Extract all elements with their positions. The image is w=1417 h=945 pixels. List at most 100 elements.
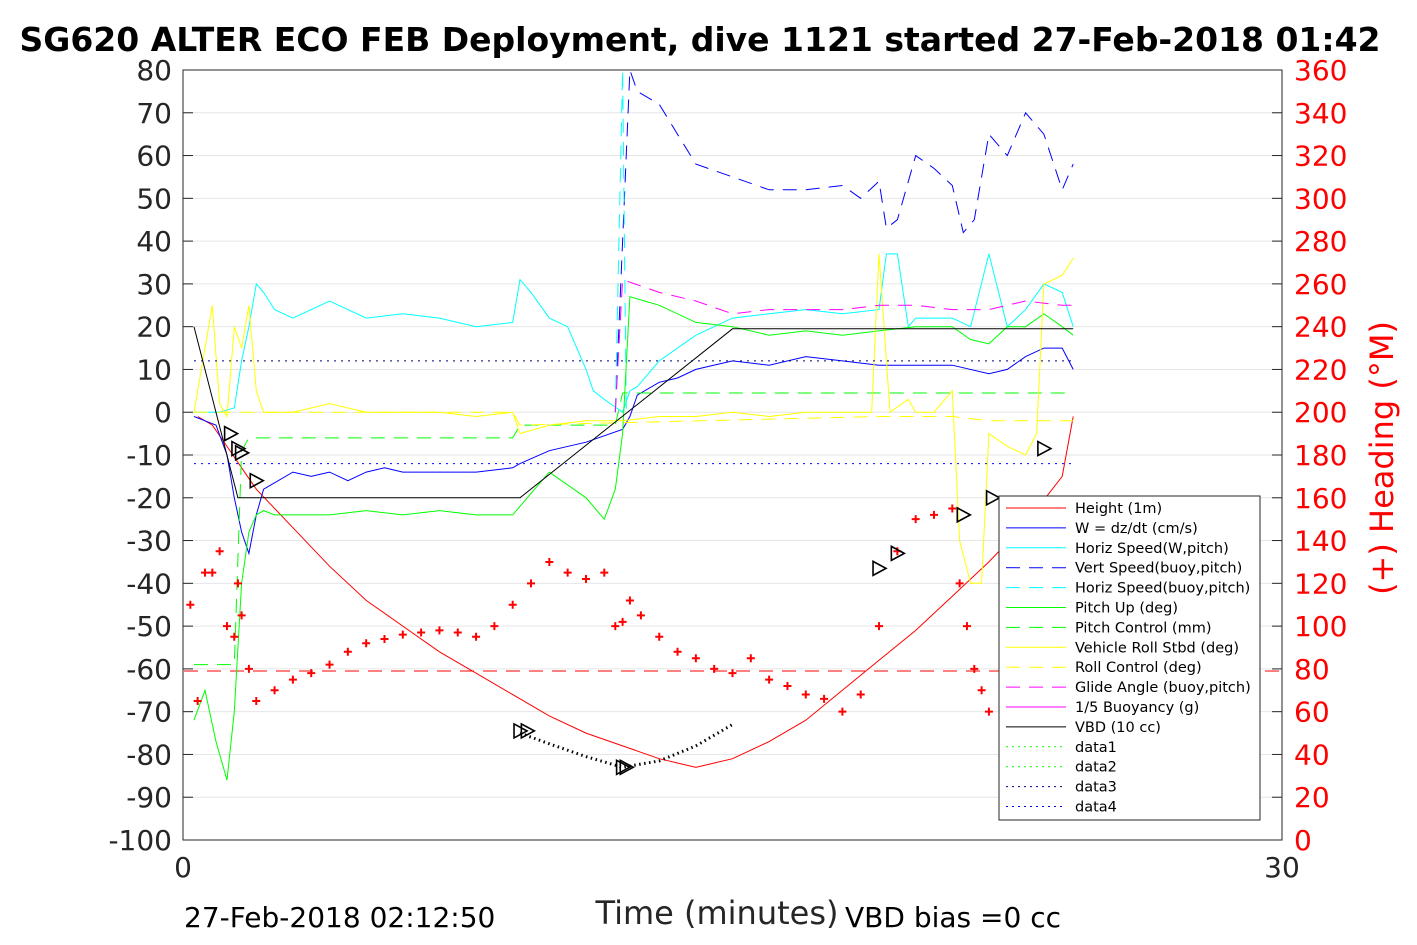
heading-plus-marker bbox=[655, 632, 664, 641]
right-y-tick-label: 140 bbox=[1294, 525, 1347, 558]
right-y-tick-label: 180 bbox=[1294, 439, 1347, 472]
right-y-tick-label: 260 bbox=[1294, 268, 1347, 301]
heading-plus-marker bbox=[453, 628, 462, 637]
heading-plus-marker bbox=[625, 596, 634, 605]
legend-label: Pitch Control (mm) bbox=[1075, 620, 1212, 636]
heading-plus-marker bbox=[186, 600, 195, 609]
triangle-marker bbox=[234, 444, 251, 462]
heading-plus-marker bbox=[244, 664, 253, 673]
triangle-marker bbox=[615, 758, 632, 776]
heading-plus-marker bbox=[222, 622, 231, 631]
legend-label: data4 bbox=[1075, 800, 1117, 816]
heading-plus-marker bbox=[435, 626, 444, 635]
heading-plus-marker bbox=[200, 568, 209, 577]
series-pitch-control-mm bbox=[194, 392, 1074, 666]
heading-plus-marker bbox=[288, 675, 297, 684]
right-y-tick-label: 20 bbox=[1294, 781, 1330, 814]
right-y-tick-label: 0 bbox=[1294, 824, 1312, 857]
heading-plus-marker bbox=[215, 547, 224, 556]
footer-vbd-bias: VBD bias =0 cc bbox=[845, 901, 1061, 934]
series-horiz-speed-w-pitch bbox=[194, 253, 1074, 413]
triangle-marker bbox=[520, 722, 537, 740]
heading-plus-marker bbox=[343, 647, 352, 656]
heading-plus-marker bbox=[581, 575, 590, 584]
heading-plus-marker bbox=[398, 630, 407, 639]
heading-plus-marker bbox=[230, 632, 239, 641]
legend-label: Height (1m) bbox=[1075, 501, 1162, 517]
height-dotted-segment bbox=[519, 723, 734, 769]
triangle-marker bbox=[956, 506, 972, 524]
heading-plus-marker bbox=[746, 654, 755, 663]
triangle-marker bbox=[890, 545, 907, 562]
right-y-tick-label: 300 bbox=[1294, 182, 1347, 215]
heading-plus-marker bbox=[875, 622, 884, 631]
heading-plus-marker bbox=[728, 669, 737, 678]
triangle-marker bbox=[985, 489, 1002, 507]
right-y-tick-label: 320 bbox=[1294, 140, 1347, 173]
chart-title: SG620 ALTER ECO FEB Deployment, dive 112… bbox=[19, 20, 1380, 59]
heading-plus-marker bbox=[527, 579, 536, 588]
heading-plus-marker bbox=[970, 664, 979, 673]
heading-plus-marker bbox=[856, 690, 865, 699]
heading-plus-marker bbox=[307, 669, 316, 678]
heading-plus-marker bbox=[611, 622, 620, 631]
series-vehicle-roll-stbd-deg bbox=[193, 253, 1074, 584]
y-tick-label: -10 bbox=[126, 439, 172, 472]
y-tick-label: -70 bbox=[126, 696, 172, 729]
y-tick-label: 80 bbox=[136, 54, 172, 87]
legend-label: VBD (10 cc) bbox=[1075, 720, 1161, 736]
series-vbd-10-cc bbox=[193, 326, 1074, 499]
y-tick-label: -100 bbox=[108, 824, 172, 857]
heading-plus-marker bbox=[545, 557, 554, 566]
legend-box bbox=[998, 495, 1261, 821]
right-y-tick-label: 160 bbox=[1294, 482, 1347, 515]
legend-label: Glide Angle (buoy,pitch) bbox=[1075, 680, 1251, 696]
legend-label: Vehicle Roll Stbd (deg) bbox=[1075, 640, 1239, 656]
heading-plus-marker bbox=[208, 568, 217, 577]
right-y-tick-label: 100 bbox=[1294, 610, 1347, 643]
axis-ticks: 80706050403020100-10-20-30-40-50-60-70-8… bbox=[108, 54, 1347, 884]
series-height-1m bbox=[197, 416, 1074, 768]
legend: Height (1m) W = dz/dt (cm/s) Horiz Speed(W… bbox=[998, 495, 1261, 821]
triangle-marker bbox=[249, 472, 265, 490]
right-y-tick-label: 240 bbox=[1294, 311, 1347, 344]
heading-plus-marker bbox=[233, 579, 242, 588]
right-y-tick-label: 200 bbox=[1294, 396, 1347, 429]
y-tick-label: 70 bbox=[136, 97, 172, 130]
heading-plus-marker bbox=[765, 675, 774, 684]
legend-label: Roll Control (deg) bbox=[1075, 660, 1202, 676]
y-tick-label: 50 bbox=[136, 182, 172, 215]
heading-plus-marker bbox=[911, 515, 920, 524]
heading-plus-marker bbox=[929, 510, 938, 519]
heading-plus-marker bbox=[955, 579, 964, 588]
triangle-marker bbox=[513, 722, 529, 740]
y-tick-label: 0 bbox=[154, 396, 172, 429]
legend-label: Horiz Speed(W,pitch) bbox=[1075, 541, 1229, 557]
legend-label: data1 bbox=[1075, 740, 1117, 756]
heading-plus-marker bbox=[618, 617, 627, 626]
x-tick-label: 30 bbox=[1264, 851, 1300, 884]
legend-label: W = dz/dt (cm/s) bbox=[1075, 521, 1198, 537]
y-tick-label: -60 bbox=[126, 653, 172, 686]
x-tick-label: 0 bbox=[174, 851, 192, 884]
heading-plus-marker bbox=[472, 632, 481, 641]
triangle-marker bbox=[619, 758, 635, 776]
legend-label: data2 bbox=[1075, 760, 1117, 776]
triangle-marker bbox=[1037, 440, 1053, 457]
heading-plus-marker bbox=[984, 707, 993, 716]
heading-plus-marker bbox=[783, 682, 792, 690]
heading-plus-marker bbox=[691, 654, 700, 663]
heading-plus-marker bbox=[563, 568, 572, 577]
heading-plus-marker bbox=[193, 696, 202, 705]
y-tick-label: 10 bbox=[136, 353, 172, 386]
heading-plus-marker bbox=[380, 634, 389, 643]
y-tick-label: 20 bbox=[136, 311, 172, 344]
right-y-axis-label: (+) Heading (°M) bbox=[1363, 321, 1401, 595]
series-pitch-up-deg bbox=[193, 296, 1074, 781]
right-y-tick-label: 40 bbox=[1294, 738, 1330, 771]
heading-plus-marker bbox=[417, 628, 426, 637]
legend-label: Vert Speed(buoy,pitch) bbox=[1075, 561, 1242, 577]
triangle-marker bbox=[223, 425, 240, 442]
plot-area bbox=[184, 69, 1281, 781]
